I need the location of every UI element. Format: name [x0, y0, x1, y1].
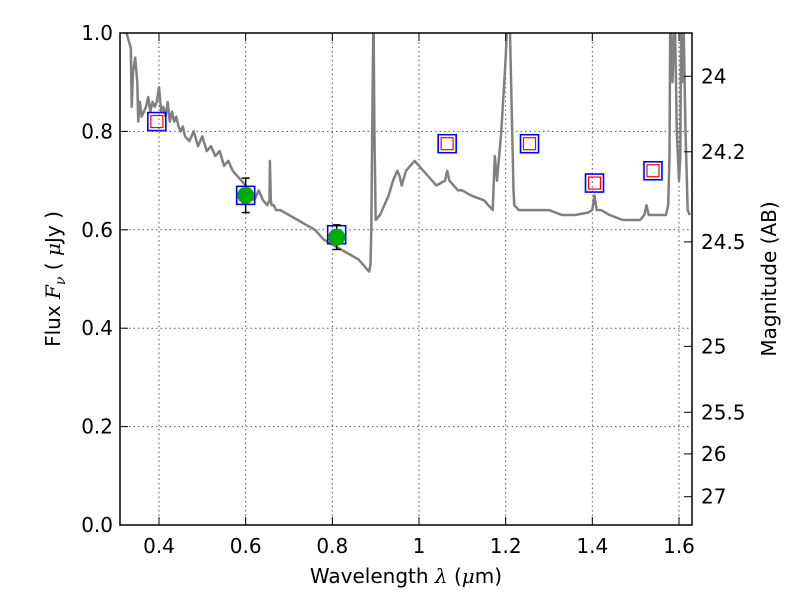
detection-point	[328, 228, 346, 246]
x-tick-label: 1.4	[576, 534, 608, 558]
upper-limit-point	[646, 164, 660, 178]
model-point	[147, 111, 167, 132]
plot-frame	[119, 32, 693, 526]
mag-tick-label: 24.2	[701, 140, 746, 164]
y-tick-label: 1.0	[81, 21, 113, 45]
plot-background	[120, 33, 692, 525]
grid-lines	[120, 33, 692, 525]
model-point	[643, 160, 663, 181]
detection-point	[237, 186, 255, 204]
sed-curve	[125, 33, 691, 273]
x-tick-label: 0.8	[316, 534, 348, 558]
upper-limit-point	[150, 114, 164, 129]
upper-limit-point	[440, 137, 454, 151]
y-tick-label: 0.6	[81, 218, 113, 242]
x-tick-label: 1.2	[490, 534, 522, 558]
mag-tick-label: 24	[701, 64, 726, 88]
y-axis-label: Flux Fν ( μJy )	[41, 211, 69, 347]
upper-limit-point	[587, 176, 602, 190]
model-point	[584, 173, 605, 193]
x-tick-label: 1.6	[663, 534, 695, 558]
upper-limit-point	[522, 137, 537, 151]
mag-tick-label: 25	[701, 334, 726, 358]
sed-curve-group	[125, 33, 691, 273]
y-tick-label: 0.4	[81, 316, 113, 340]
x-tick-label: 0.6	[230, 534, 262, 558]
x-axis-label: Wavelength λ (μm)	[310, 564, 502, 588]
mag-tick-label: 24.5	[701, 230, 746, 254]
y2-axis-label: Magnitude (AB)	[757, 201, 781, 356]
y-tick-label: 0.8	[81, 119, 113, 143]
axis-ticks: 0.4 0.6 0.8 1 1.2 1.4 1.6 0.0 0.2 0.4 0.6 0.8 1.0 24 2…	[81, 21, 745, 558]
x-tick-label: 1	[413, 534, 426, 558]
mag-tick-label: 26	[701, 442, 726, 466]
model-point	[437, 133, 457, 154]
mag-tick-label: 25.5	[701, 400, 746, 424]
x-tick-label: 0.4	[143, 534, 175, 558]
mag-tick-label: 27	[701, 485, 726, 509]
y-tick-label: 0.2	[81, 415, 113, 439]
model-point	[519, 133, 540, 154]
y-tick-label: 0.0	[81, 513, 113, 537]
photometry-markers	[147, 111, 663, 251]
